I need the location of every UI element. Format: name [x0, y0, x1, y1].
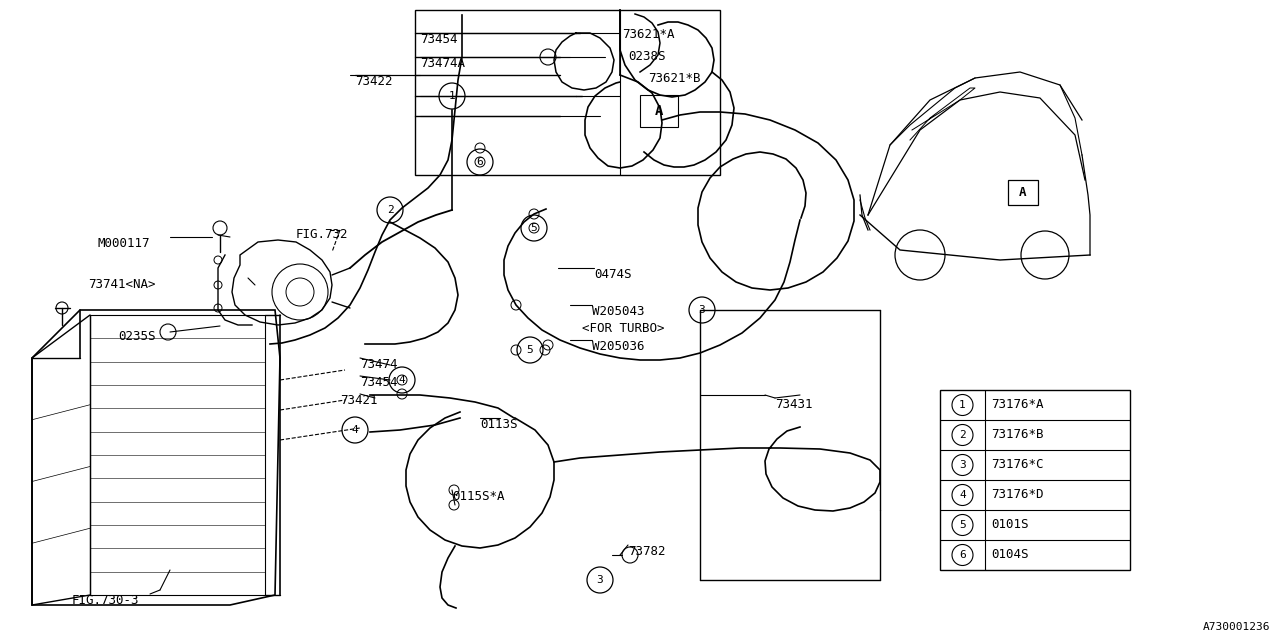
- Text: 73431: 73431: [774, 398, 813, 411]
- Text: 0104S: 0104S: [991, 548, 1029, 561]
- Text: 0235S: 0235S: [118, 330, 155, 343]
- Bar: [415, 10, 719, 175]
- Text: 73474A: 73474A: [420, 57, 465, 70]
- Text: 0115S*A: 0115S*A: [452, 490, 504, 503]
- Text: 73422: 73422: [355, 75, 393, 88]
- Text: 73474: 73474: [360, 358, 398, 371]
- Text: FIG.730-3: FIG.730-3: [72, 594, 140, 607]
- Text: 73176*D: 73176*D: [991, 488, 1043, 502]
- Text: W205036: W205036: [591, 340, 645, 353]
- Text: 73176*B: 73176*B: [991, 429, 1043, 442]
- Bar: [1009, 180, 1038, 205]
- Text: A730001236: A730001236: [1202, 622, 1270, 632]
- Text: M000117: M000117: [99, 237, 151, 250]
- Text: 1: 1: [959, 400, 966, 410]
- Text: 3: 3: [596, 575, 603, 585]
- Text: 1: 1: [448, 91, 456, 101]
- Text: 2: 2: [387, 205, 393, 215]
- Text: 2: 2: [959, 430, 966, 440]
- Text: 73621*B: 73621*B: [648, 72, 700, 85]
- Text: 0101S: 0101S: [991, 518, 1029, 531]
- Text: 5: 5: [959, 520, 966, 530]
- Text: 4: 4: [352, 425, 358, 435]
- Text: 73741<NA>: 73741<NA>: [88, 278, 155, 291]
- Text: 0113S: 0113S: [480, 418, 517, 431]
- Text: A: A: [1019, 186, 1027, 198]
- Text: 73176*C: 73176*C: [991, 458, 1043, 472]
- Text: 73782: 73782: [628, 545, 666, 558]
- Text: 0474S: 0474S: [594, 268, 631, 281]
- Text: 5: 5: [526, 345, 534, 355]
- Text: 73421: 73421: [340, 394, 378, 407]
- Text: 3: 3: [699, 305, 705, 315]
- Bar: [940, 390, 1130, 570]
- Text: W205043: W205043: [591, 305, 645, 318]
- Text: FIG.732: FIG.732: [296, 228, 348, 241]
- Text: 5: 5: [531, 223, 538, 233]
- Text: <FOR TURBO>: <FOR TURBO>: [582, 322, 664, 335]
- Text: 73454: 73454: [420, 33, 457, 46]
- Text: 73454: 73454: [360, 376, 398, 389]
- Text: 3: 3: [959, 460, 966, 470]
- Text: 6: 6: [476, 157, 484, 167]
- Text: 4: 4: [398, 375, 406, 385]
- Text: A: A: [655, 104, 663, 118]
- Bar: [640, 95, 678, 127]
- Text: 4: 4: [959, 490, 966, 500]
- Text: 6: 6: [959, 550, 966, 560]
- Text: 0238S: 0238S: [628, 50, 666, 63]
- Text: 73176*A: 73176*A: [991, 399, 1043, 412]
- Text: 73621*A: 73621*A: [622, 28, 675, 41]
